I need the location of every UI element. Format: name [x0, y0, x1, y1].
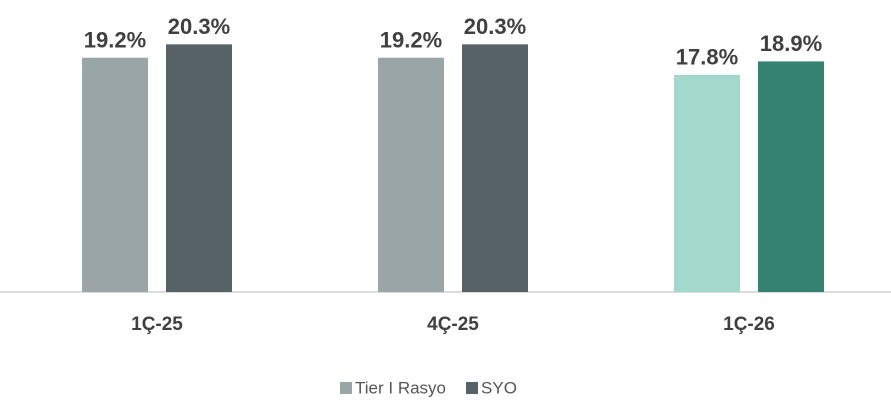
- data-label: 20.3%: [464, 14, 526, 39]
- bar: [462, 44, 528, 293]
- data-label: 19.2%: [84, 28, 146, 53]
- bar: [82, 57, 148, 293]
- bar: [758, 61, 824, 292]
- legend-swatch: [466, 382, 479, 394]
- legend-swatch: [340, 382, 352, 394]
- data-label: 20.3%: [168, 14, 230, 39]
- data-label: 19.2%: [380, 28, 442, 53]
- legend-label: SYO: [481, 378, 517, 397]
- x-tick-label: 1Ç-25: [131, 314, 183, 335]
- x-tick-label: 4Ç-25: [427, 314, 479, 335]
- data-label: 17.8%: [676, 45, 738, 70]
- bar: [166, 44, 232, 293]
- legend-label: Tier I Rasyo: [355, 378, 446, 397]
- data-label: 18.9%: [760, 31, 822, 56]
- bar: [674, 74, 740, 292]
- x-tick-label: 1Ç-26: [723, 314, 775, 335]
- bar: [378, 57, 444, 293]
